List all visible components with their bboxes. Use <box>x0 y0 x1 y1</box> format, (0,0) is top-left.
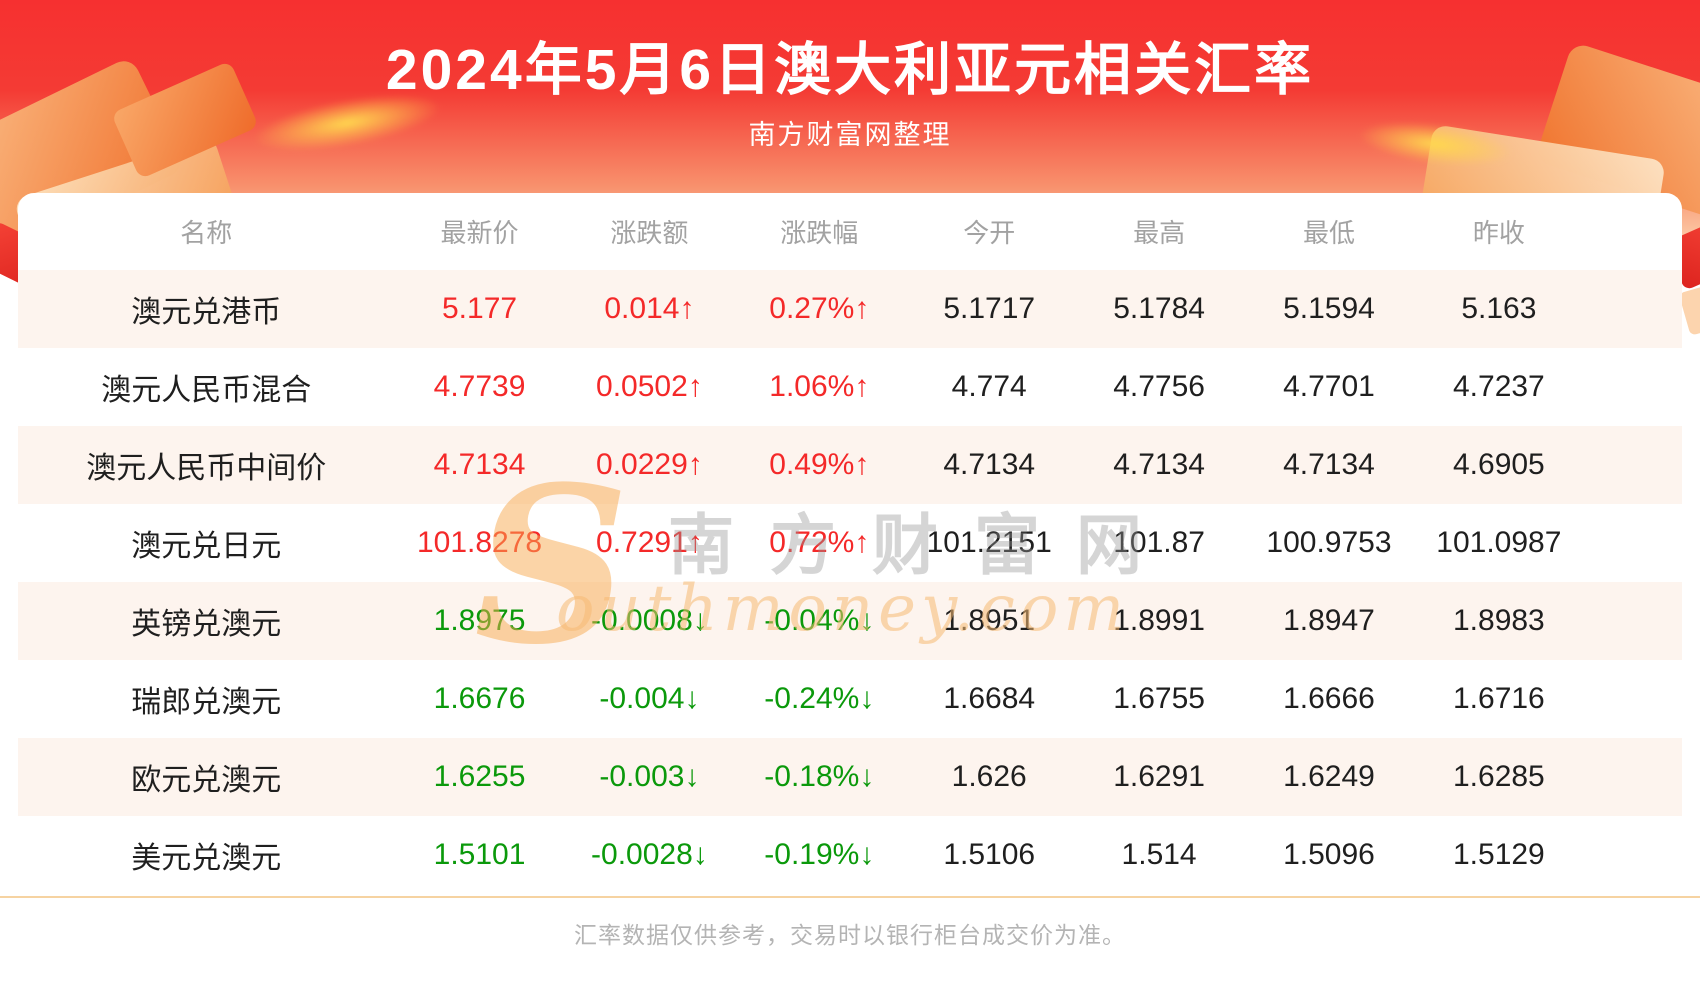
column-header: 涨跌幅 <box>780 218 859 248</box>
cell-low: 1.8947 <box>1283 604 1375 637</box>
cell-change-pct: -0.19%↓ <box>764 838 875 871</box>
column-header: 涨跌额 <box>610 218 689 248</box>
cell-change-pct: 0.27%↑ <box>769 292 870 325</box>
cell-change: -0.0028↓ <box>591 838 708 871</box>
cell-low: 100.9753 <box>1266 526 1392 559</box>
cell-change: 0.014↑ <box>604 292 695 325</box>
table-row: 美元兑澳元 1.5101 -0.0028↓ -0.19%↓ 1.5106 1.514 1.5… <box>18 816 1682 894</box>
cell-high: 1.6755 <box>1113 682 1205 715</box>
cell-high: 1.8991 <box>1113 604 1205 637</box>
cell-pair-name: 美元兑澳元 <box>131 842 282 875</box>
cell-prev-close: 5.163 <box>1461 292 1537 325</box>
cell-high: 5.1784 <box>1113 292 1205 325</box>
cell-pair-name: 英镑兑澳元 <box>131 608 282 641</box>
cell-pair-name: 澳元兑日元 <box>131 530 282 563</box>
cell-change-pct: 0.72%↑ <box>769 526 870 559</box>
cell-high: 4.7756 <box>1113 370 1205 403</box>
column-header: 昨收 <box>1472 218 1525 248</box>
cell-latest: 1.8975 <box>433 604 526 637</box>
table-header-row: 名称 最新价 涨跌额 涨跌幅 今开 最高 最低 昨收 <box>18 193 1682 270</box>
table-row: 瑞郎兑澳元 1.6676 -0.004↓ -0.24%↓ 1.6684 1.6755 1.6… <box>18 660 1682 738</box>
cell-open: 1.626 <box>951 760 1027 793</box>
cell-change: -0.0008↓ <box>591 604 708 637</box>
column-header: 最新价 <box>440 218 519 248</box>
cell-change: -0.003↓ <box>599 760 700 793</box>
rates-table-card: 名称 最新价 涨跌额 涨跌幅 今开 最高 最低 昨收 澳元兑港币 5.177 0.014↑ 0.27… <box>18 193 1682 898</box>
cell-low: 1.6666 <box>1283 682 1375 715</box>
cell-open: 5.1717 <box>943 292 1036 325</box>
cell-prev-close: 101.0987 <box>1436 526 1562 559</box>
cell-open: 1.5106 <box>943 838 1036 871</box>
cell-prev-close: 1.6285 <box>1452 760 1545 793</box>
column-header: 今开 <box>963 218 1016 248</box>
table-row: 澳元人民币中间价 4.7134 0.0229↑ 0.49%↑ 4.7134 4.7134 4… <box>18 426 1682 504</box>
cell-open: 101.2151 <box>926 526 1052 559</box>
cell-change: -0.004↓ <box>599 682 700 715</box>
cell-change: 0.7291↑ <box>596 526 703 559</box>
table-row: 澳元兑日元 101.8278 0.7291↑ 0.72%↑ 101.2151 101.87… <box>18 504 1682 582</box>
cell-latest: 4.7739 <box>433 370 526 403</box>
cell-pair-name: 澳元人民币混合 <box>101 374 312 407</box>
table-row: 澳元人民币混合 4.7739 0.0502↑ 1.06%↑ 4.774 4.7756 4.7… <box>18 348 1682 426</box>
cell-prev-close: 1.5129 <box>1452 838 1545 871</box>
cell-change-pct: 1.06%↑ <box>769 370 870 403</box>
cell-high: 4.7134 <box>1113 448 1205 481</box>
page-title: 2024年5月6日澳大利亚元相关汇率 <box>385 38 1315 102</box>
cell-low: 4.7701 <box>1283 370 1375 403</box>
cell-prev-close: 1.6716 <box>1452 682 1545 715</box>
cell-change: 0.0229↑ <box>596 448 703 481</box>
cell-high: 1.514 <box>1121 838 1197 871</box>
cell-prev-close: 4.6905 <box>1452 448 1545 481</box>
disclaimer-note: 汇率数据仅供参考，交易时以银行柜台成交价为准。 <box>574 922 1126 948</box>
page-subtitle: 南方财富网整理 <box>748 120 952 150</box>
cell-latest: 5.177 <box>441 292 518 325</box>
cell-open: 1.8951 <box>943 604 1036 637</box>
cell-change-pct: -0.24%↓ <box>764 682 875 715</box>
table-row: 澳元兑港币 5.177 0.014↑ 0.27%↑ 5.1717 5.1784 5.1594… <box>18 270 1682 348</box>
cell-open: 1.6684 <box>943 682 1036 715</box>
cell-pair-name: 欧元兑澳元 <box>131 764 282 797</box>
cell-high: 1.6291 <box>1113 760 1205 793</box>
cell-change-pct: -0.04%↓ <box>764 604 875 637</box>
footer-divider <box>0 896 1700 898</box>
cell-prev-close: 4.7237 <box>1452 370 1545 403</box>
table-row: 欧元兑澳元 1.6255 -0.003↓ -0.18%↓ 1.626 1.6291 1.62… <box>18 738 1682 816</box>
cell-high: 101.87 <box>1113 526 1205 559</box>
cell-pair-name: 澳元人民币中间价 <box>86 452 327 485</box>
cell-latest: 1.6676 <box>433 682 526 715</box>
cell-latest: 4.7134 <box>433 448 526 481</box>
cell-pair-name: 瑞郎兑澳元 <box>131 686 282 719</box>
cell-prev-close: 1.8983 <box>1452 604 1545 637</box>
cell-low: 5.1594 <box>1283 292 1375 325</box>
column-header: 最低 <box>1302 218 1355 248</box>
table-row: 英镑兑澳元 1.8975 -0.0008↓ -0.04%↓ 1.8951 1.8991 1.… <box>18 582 1682 660</box>
cell-open: 4.774 <box>951 370 1027 403</box>
column-header: 最高 <box>1133 218 1186 248</box>
cell-low: 1.6249 <box>1283 760 1375 793</box>
cell-latest: 1.6255 <box>433 760 526 793</box>
cell-change-pct: 0.49%↑ <box>769 448 870 481</box>
cell-change-pct: -0.18%↓ <box>764 760 875 793</box>
cell-pair-name: 澳元兑港币 <box>131 296 282 329</box>
cell-low: 1.5096 <box>1283 838 1375 871</box>
exchange-rates-table: 名称 最新价 涨跌额 涨跌幅 今开 最高 最低 昨收 澳元兑港币 5.177 0.014↑ 0.27… <box>18 193 1682 894</box>
cell-latest: 101.8278 <box>416 526 543 559</box>
cell-low: 4.7134 <box>1283 448 1375 481</box>
cell-open: 4.7134 <box>943 448 1036 481</box>
cell-latest: 1.5101 <box>433 838 526 871</box>
cell-change: 0.0502↑ <box>596 370 703 403</box>
column-header: 名称 <box>180 218 233 248</box>
